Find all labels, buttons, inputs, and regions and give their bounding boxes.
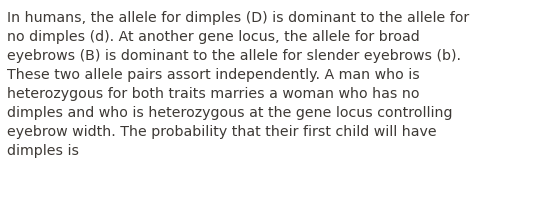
Text: In humans, the allele for dimples (D) is dominant to the allele for
no dimples (: In humans, the allele for dimples (D) is… xyxy=(7,11,469,158)
